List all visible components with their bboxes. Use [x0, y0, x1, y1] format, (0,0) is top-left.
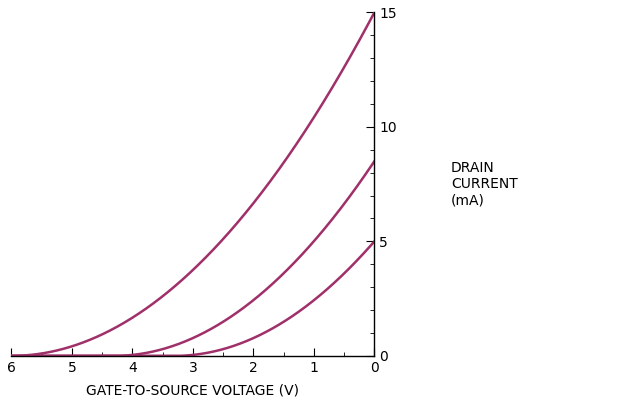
Text: DRAIN
CURRENT
(mA): DRAIN CURRENT (mA)	[451, 161, 518, 207]
X-axis label: GATE-TO-SOURCE VOLTAGE (V): GATE-TO-SOURCE VOLTAGE (V)	[86, 383, 299, 397]
